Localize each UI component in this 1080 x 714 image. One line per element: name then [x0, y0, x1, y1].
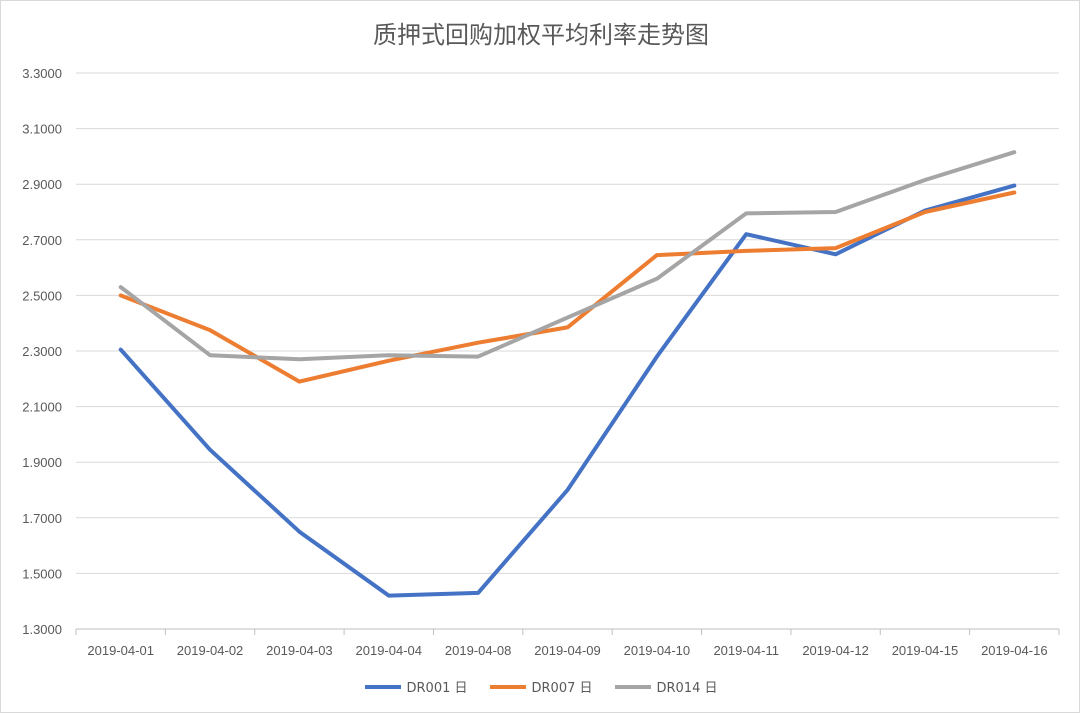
- x-tick-label: 2019-04-03: [266, 643, 333, 658]
- y-tick-label: 2.5000: [22, 288, 62, 303]
- x-tick-label: 2019-04-01: [87, 643, 154, 658]
- y-tick-label: 1.7000: [22, 511, 62, 526]
- legend-label: DR001 日: [406, 681, 468, 696]
- y-tick-label: 2.1000: [22, 400, 62, 415]
- y-tick-label: 1.5000: [22, 566, 62, 581]
- chart-title: 质押式回购加权平均利率走势图: [373, 21, 709, 49]
- legend-item: DR001 日: [364, 677, 468, 696]
- chart-legend: DR001 日 DR007 日 DR014 日: [1, 677, 1080, 696]
- series-line-0: [118, 183, 1017, 598]
- y-tick-label: 2.7000: [22, 233, 62, 248]
- y-tick-label: 1.9000: [22, 455, 62, 470]
- legend-swatch: [489, 684, 526, 689]
- y-tick-label: 1.3000: [22, 622, 62, 637]
- x-tick-label: 2019-04-11: [713, 643, 779, 658]
- x-tick-label: 2019-04-12: [802, 643, 869, 658]
- legend-swatch: [614, 684, 651, 689]
- x-tick-label: 2019-04-16: [981, 643, 1048, 658]
- series-line-1: [118, 190, 1017, 384]
- y-tick-label: 3.1000: [22, 122, 62, 137]
- y-tick-label: 3.3000: [22, 66, 62, 81]
- x-tick-label: 2019-04-15: [892, 643, 959, 658]
- legend-item: DR014 日: [614, 677, 718, 696]
- y-tick-label: 2.3000: [22, 344, 62, 359]
- series-line-2: [118, 150, 1017, 362]
- x-tick-label: 2019-04-02: [177, 643, 244, 658]
- y-tick-label: 2.9000: [22, 177, 62, 192]
- x-tick-label: 2019-04-10: [624, 643, 691, 658]
- x-tick-label: 2019-04-04: [356, 643, 423, 658]
- legend-item: DR007 日: [489, 677, 593, 696]
- x-tick-label: 2019-04-09: [534, 643, 601, 658]
- legend-label: DR007 日: [531, 681, 593, 696]
- legend-swatch: [364, 684, 401, 689]
- legend-label: DR014 日: [656, 681, 718, 696]
- x-tick-label: 2019-04-08: [445, 643, 512, 658]
